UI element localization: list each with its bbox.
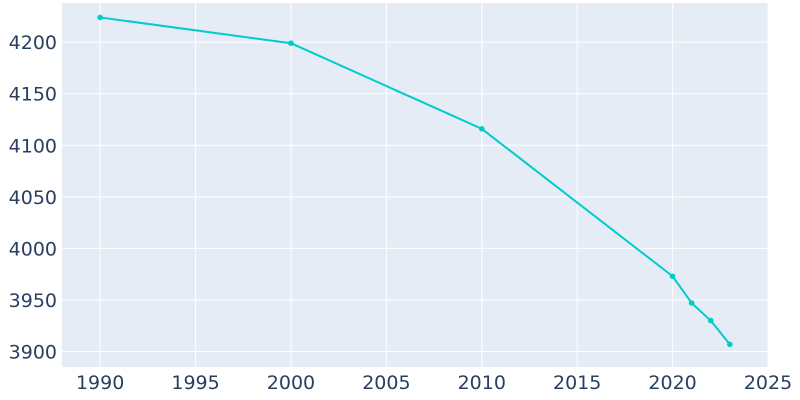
y-tick-label: 4000 <box>9 238 57 260</box>
y-tick-label: 4150 <box>9 84 57 106</box>
x-tick-label: 1995 <box>171 372 219 394</box>
x-axis: 1990 1995 2000 2005 2010 2015 2020 2025 <box>76 372 792 394</box>
y-tick-label: 4100 <box>9 135 57 157</box>
plot-background <box>62 3 768 367</box>
y-tick-label: 3900 <box>9 342 57 364</box>
gridlines <box>62 3 769 367</box>
y-tick-label: 3950 <box>9 290 57 312</box>
data-point <box>688 300 695 306</box>
x-tick-label: 2000 <box>267 372 315 394</box>
data-point <box>97 14 103 21</box>
series-group <box>97 14 733 348</box>
data-point <box>288 40 294 47</box>
y-tick-label: 4050 <box>9 187 57 209</box>
y-tick-label: 4200 <box>9 32 57 54</box>
x-tick-label: 2005 <box>362 372 410 394</box>
data-point <box>707 317 714 324</box>
data-point <box>478 126 485 132</box>
x-tick-label: 2020 <box>648 372 696 394</box>
x-tick-label: 2015 <box>553 372 601 394</box>
y-axis: 3900 3950 4000 4050 4100 4150 4200 <box>9 32 57 363</box>
x-tick-label: 1990 <box>76 372 124 394</box>
x-tick-label: 2010 <box>458 372 506 394</box>
data-point <box>669 273 676 280</box>
data-point <box>727 341 733 348</box>
x-tick-label: 2025 <box>744 372 792 394</box>
